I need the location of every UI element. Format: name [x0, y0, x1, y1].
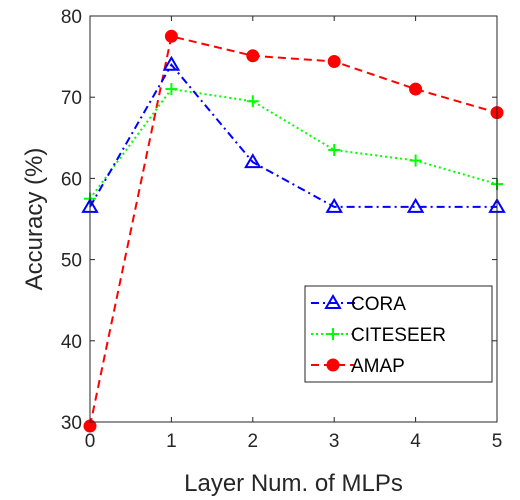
series-amap [83, 29, 504, 433]
point-amap-2 [246, 49, 260, 63]
legend-marker-citeseer [327, 328, 339, 340]
legend: CORA CITESEER AMAP [304, 285, 493, 383]
y-tick-label-60: 60 [61, 169, 82, 190]
point-citeseer-2 [246, 95, 259, 108]
x-tick-label-1: 1 [166, 431, 177, 452]
legend-label-cora: CORA [351, 294, 406, 315]
legend-marker-amap [326, 358, 340, 372]
y-tick-label-30: 30 [61, 413, 82, 434]
plot-frame [89, 15, 498, 423]
point-amap-3 [327, 54, 341, 68]
y-tick-label-40: 40 [61, 332, 82, 353]
point-citeseer-4 [409, 154, 422, 167]
y-tick-label-70: 70 [61, 88, 82, 109]
point-cora-2 [244, 153, 262, 169]
legend-label-amap: AMAP [351, 356, 405, 377]
x-axis-label: Layer Num. of MLPs [184, 470, 403, 497]
legend-marker-cora [324, 294, 342, 309]
point-citeseer-1 [165, 83, 178, 96]
x-tick-label-3: 3 [329, 431, 340, 452]
point-cora-1 [162, 55, 181, 71]
legend-item-citeseer: CITESEER [311, 325, 446, 346]
series-line-cora [89, 62, 497, 208]
ticks-layer: 0 1 2 3 4 5 30 40 50 60 70 80 [61, 7, 502, 452]
y-tick-label-80: 80 [61, 7, 82, 28]
y-axis-label: Accuracy (%) [21, 148, 48, 291]
point-cora-3 [325, 197, 343, 213]
legend-item-amap: AMAP [311, 356, 405, 377]
point-amap-4 [409, 82, 423, 96]
x-tick-label-5: 5 [492, 431, 503, 452]
series-line-citeseer [89, 88, 498, 200]
legend-item-cora: CORA [311, 294, 406, 315]
point-amap-1 [164, 29, 178, 43]
x-tick-label-4: 4 [410, 431, 421, 452]
x-tick-label-0: 0 [85, 431, 96, 452]
y-tick-label-50: 50 [61, 251, 82, 272]
point-citeseer-3 [328, 143, 341, 156]
series-line-amap [89, 35, 498, 427]
x-tick-label-2: 2 [248, 431, 259, 452]
point-cora-4 [406, 197, 425, 213]
legend-label-citeseer: CITESEER [351, 325, 446, 346]
